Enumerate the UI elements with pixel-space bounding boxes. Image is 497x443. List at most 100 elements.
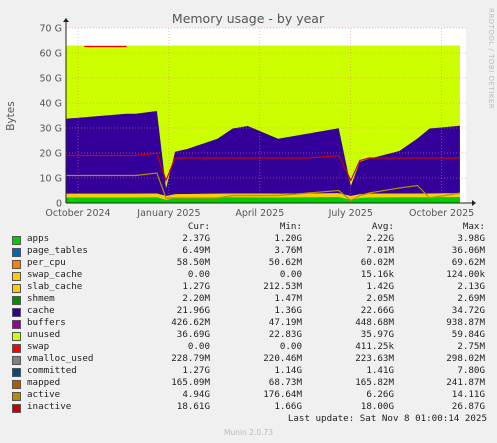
legend-cur: 0.00 (187, 341, 210, 352)
legend-min: 212.53M (263, 281, 302, 292)
legend-row-vmalloc-used: vmalloc_used 228.79M 220.46M 223.63M 298.02M (12, 353, 492, 365)
legend-cur: 58.50M (176, 257, 210, 268)
legend-row-shmem: shmem 2.20M 1.47M 2.05M 2.69M (12, 293, 492, 305)
legend-min: 1.47M (274, 293, 302, 304)
legend-max: 3.98G (457, 233, 485, 244)
legend-name: swap_cache (27, 269, 83, 280)
legend-cur: 2.37G (182, 233, 210, 244)
last-update: Last update: Sat Nov 8 01:00:14 2025 (287, 413, 487, 424)
legend-avg: 1.42G (366, 281, 394, 292)
legend-avg: 35.97G (360, 329, 394, 340)
legend-max: 36.06M (451, 245, 485, 256)
legend-max: 7.80G (457, 365, 485, 376)
legend-avg: 22.66G (360, 305, 394, 316)
legend-row-swap: swap 0.00 0.00 411.25k 2.75M (12, 341, 492, 353)
legend-name: inactive (27, 401, 72, 412)
legend-swatch (12, 356, 21, 365)
legend-name: per_cpu (27, 257, 66, 268)
y-tick-label: 70 G (40, 24, 62, 35)
legend-min: 1.66G (274, 401, 302, 412)
legend-max: 34.72G (451, 305, 485, 316)
legend-cur: 1.27G (182, 281, 210, 292)
legend-row-active: active 4.94G 176.64M 6.26G 14.11G (12, 389, 492, 401)
legend-min: 1.36G (274, 305, 302, 316)
x-axis-arrow (472, 200, 476, 206)
chart-title: Memory usage - by year (172, 11, 325, 26)
legend-cur: 426.62M (171, 317, 210, 328)
legend-row-slab-cache: slab_cache 1.27G 212.53M 1.42G 2.13G (12, 281, 492, 293)
area-cache (66, 111, 460, 196)
legend-swatch (12, 404, 21, 413)
legend-row-cache: cache 21.96G 1.36G 22.66G 34.72G (12, 305, 492, 317)
legend-swatch (12, 392, 21, 401)
legend-min: 176.64M (263, 389, 302, 400)
legend-name: unused (27, 329, 61, 340)
y-tick-label: 10 G (40, 174, 62, 185)
legend-min: 220.46M (263, 353, 302, 364)
legend-max: 2.75M (457, 341, 485, 352)
legend-header-min: Min: (279, 221, 302, 232)
legend-cur: 4.94G (182, 389, 210, 400)
legend-swatch (12, 308, 21, 317)
legend-avg: 15.16k (360, 269, 394, 280)
legend-name: swap (27, 341, 50, 352)
y-tick-label: 0 (56, 199, 62, 210)
legend-swatch (12, 272, 21, 281)
legend-cur: 165.09M (171, 377, 210, 388)
legend-swatch (12, 248, 21, 257)
legend-avg: 6.26G (366, 389, 394, 400)
legend-name: page_tables (27, 245, 88, 256)
legend-name: shmem (27, 293, 55, 304)
legend-max: 2.13G (457, 281, 485, 292)
legend-avg: 2.05M (366, 293, 394, 304)
legend-max: 59.84G (451, 329, 485, 340)
legend-name: buffers (27, 317, 66, 328)
legend-row-committed: committed 1.27G 1.14G 1.41G 7.80G (12, 365, 492, 377)
x-tick-label: April 2025 (235, 208, 284, 219)
legend-min: 3.76M (274, 245, 302, 256)
legend-min: 0.00 (279, 341, 302, 352)
legend-avg: 165.82M (355, 377, 394, 388)
y-axis-label: Bytes (5, 101, 17, 130)
area-apps (66, 197, 460, 203)
legend-swatch (12, 236, 21, 245)
y-tick-label: 30 G (40, 124, 62, 135)
legend-min: 1.20G (274, 233, 302, 244)
legend-swatch (12, 380, 21, 389)
legend-swatch (12, 344, 21, 353)
legend-name: vmalloc_used (27, 353, 94, 364)
y-tick-label: 20 G (40, 149, 62, 160)
legend-cur: 1.27G (182, 365, 210, 376)
legend-row-inactive: inactive 18.61G 1.66G 18.00G 26.87G (12, 401, 492, 413)
legend-avg: 223.63M (355, 353, 394, 364)
legend-name: mapped (27, 377, 61, 388)
legend-swatch (12, 284, 21, 293)
line-inactive (66, 152, 460, 183)
legend-min: 0.00 (279, 269, 302, 280)
y-tick-label: 60 G (40, 49, 62, 60)
legend-max: 298.02M (446, 353, 485, 364)
legend-max: 938.87M (446, 317, 485, 328)
legend-row-swap-cache: swap_cache 0.00 0.00 15.16k 124.00k (12, 269, 492, 281)
legend-cur: 6.49M (182, 245, 210, 256)
legend-avg: 18.00G (360, 401, 394, 412)
legend-row-unused: unused 36.69G 22.83G 35.97G 59.84G (12, 329, 492, 341)
y-tick-label: 40 G (40, 99, 62, 110)
legend-min: 1.14G (274, 365, 302, 376)
legend-max: 69.62M (451, 257, 485, 268)
legend-row-buffers: buffers 426.62M 47.19M 448.68M 938.87M (12, 317, 492, 329)
y-tick-label: 50 G (40, 74, 62, 85)
x-tick-label: July 2025 (328, 208, 373, 219)
legend-max: 14.11G (451, 389, 485, 400)
legend-cur: 21.96G (176, 305, 210, 316)
x-tick-label: October 2025 (409, 208, 474, 219)
legend-avg: 448.68M (355, 317, 394, 328)
legend-name: committed (27, 365, 77, 376)
legend-max: 124.00k (446, 269, 485, 280)
legend-cur: 0.00 (187, 269, 210, 280)
legend-row-mapped: mapped 165.09M 68.73M 165.82M 241.87M (12, 377, 492, 389)
legend-name: active (27, 389, 61, 400)
legend-swatch (12, 260, 21, 269)
